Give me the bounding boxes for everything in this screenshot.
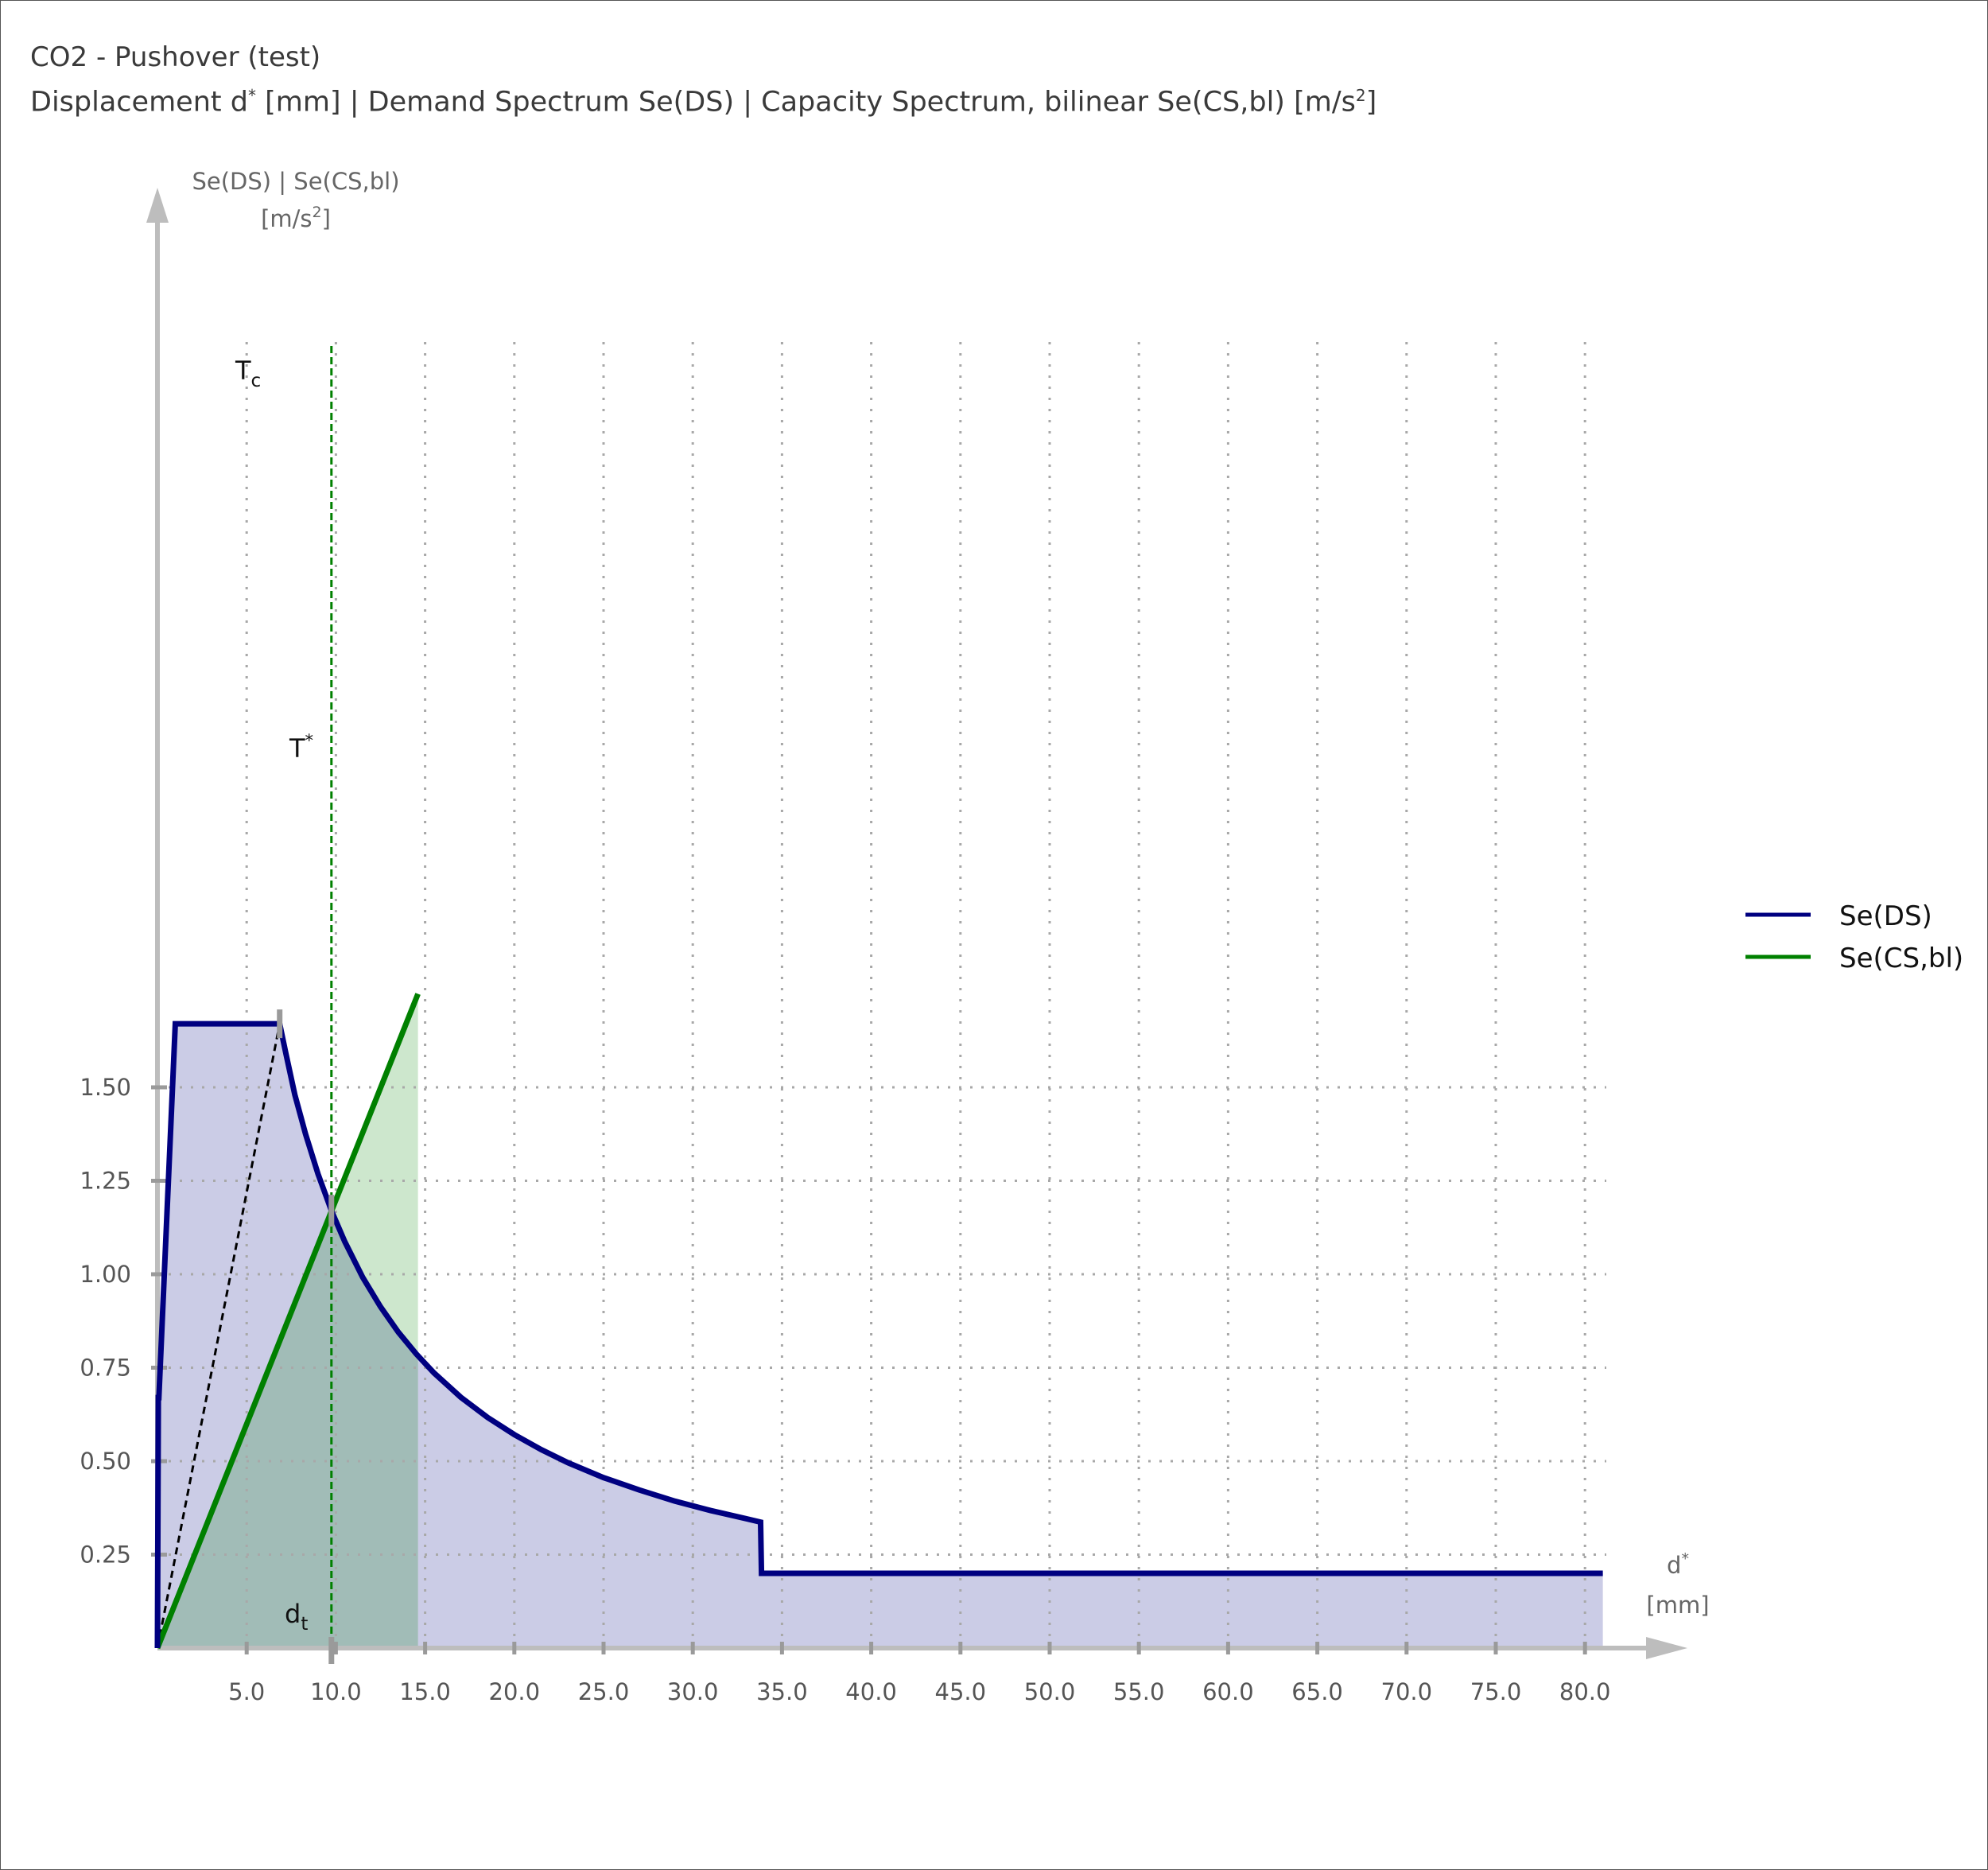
x-tick-label-7: 40.0 xyxy=(845,1678,897,1705)
y-tick-label-5: 1.50 xyxy=(80,1074,131,1101)
x-axis-arrow xyxy=(1646,1637,1687,1659)
x-axis-label-sup: * xyxy=(1681,1550,1689,1568)
y-axis-arrow xyxy=(146,188,169,223)
x-axis-label-symbol: d xyxy=(1667,1552,1681,1579)
subtitle-part-1: Displacement d xyxy=(30,86,248,119)
tc-label-sub: c xyxy=(251,371,262,391)
tc-guide-line xyxy=(156,1023,282,1649)
grid-lines xyxy=(157,342,1606,1648)
t-star-label-main: T xyxy=(289,733,305,764)
x-tick-label-12: 65.0 xyxy=(1291,1678,1343,1705)
y-tick-label-3: 1.00 xyxy=(80,1261,131,1288)
x-tick-label-11: 60.0 xyxy=(1202,1678,1254,1705)
x-tick-label-1: 10.0 xyxy=(310,1678,362,1705)
y-axis-label-unit-a: [m/s xyxy=(261,205,312,232)
chart-title: CO2 - Pushover (test) xyxy=(30,41,321,73)
subtitle-sup-1: * xyxy=(247,86,256,105)
y-tick-label-2: 0.75 xyxy=(80,1355,131,1382)
se-cs-bl-line xyxy=(154,993,421,1650)
y-axis-label-unit-b: ] xyxy=(322,205,331,232)
x-tick-label-15: 80.0 xyxy=(1559,1678,1611,1705)
x-tick-label-0: 5.0 xyxy=(228,1678,265,1705)
x-tick-label-3: 20.0 xyxy=(489,1678,541,1705)
axis-ticks: 5.0 10.0 15.0 20.0 25.0 30.0 35.0 40.0 45.0 50.0 5… xyxy=(80,1074,1610,1705)
x-tick-label-13: 70.0 xyxy=(1381,1678,1433,1705)
se-ds-line xyxy=(154,1021,1603,1649)
x-tick-label-4: 25.0 xyxy=(578,1678,630,1705)
legend-label-se-ds: Se(DS) xyxy=(1839,900,1932,932)
x-tick-label-2: 15.0 xyxy=(399,1678,451,1705)
chart-subtitle: Displacement d* [mm] | Demand Spectrum S… xyxy=(30,86,1376,119)
dt-label-sub: t xyxy=(301,1614,308,1635)
x-tick-label-10: 55.0 xyxy=(1113,1678,1165,1705)
subtitle-sup-2: 2 xyxy=(1355,86,1366,105)
t-star-label: T* xyxy=(289,731,313,764)
overlap-fill xyxy=(157,1211,418,1648)
series-fills xyxy=(157,993,1603,1648)
t-star-label-sup: * xyxy=(305,731,314,750)
se-ds-fill xyxy=(157,1024,1603,1648)
y-axis-label-line1: Se(DS) | Se(CS,bl) xyxy=(192,168,399,195)
dt-label-main: d xyxy=(285,1599,301,1629)
x-tick-label-5: 30.0 xyxy=(667,1678,719,1705)
guide-lines xyxy=(156,346,333,1649)
x-tick-label-14: 75.0 xyxy=(1470,1678,1522,1705)
x-tick-label-9: 50.0 xyxy=(1024,1678,1076,1705)
series-lines xyxy=(154,993,1603,1650)
subtitle-part-2: [mm] | Demand Spectrum Se(DS) | Capacity… xyxy=(255,86,1356,119)
x-tick-label-8: 45.0 xyxy=(935,1678,987,1705)
legend: Se(DS) Se(CS,bl) xyxy=(1745,900,1963,974)
x-tick-label-6: 35.0 xyxy=(756,1678,808,1705)
y-axis-label-unit-sup: 2 xyxy=(313,204,322,221)
tc-label-main: T xyxy=(235,356,251,386)
annotation-marks xyxy=(277,1009,335,1664)
dt-label: dt xyxy=(285,1599,308,1635)
y-axis-label-line2: [m/s2] xyxy=(261,204,331,232)
y-tick-label-4: 1.25 xyxy=(80,1168,131,1195)
y-tick-label-1: 0.50 xyxy=(80,1448,131,1475)
x-axis-label-line2: [mm] xyxy=(1646,1592,1709,1619)
y-tick-label-0: 0.25 xyxy=(80,1541,131,1569)
legend-label-se-cs-bl: Se(CS,bl) xyxy=(1839,943,1963,974)
subtitle-part-3: ] xyxy=(1365,86,1377,119)
tc-label: Tc xyxy=(235,356,261,391)
x-axis-label-line1: d* xyxy=(1667,1550,1689,1579)
